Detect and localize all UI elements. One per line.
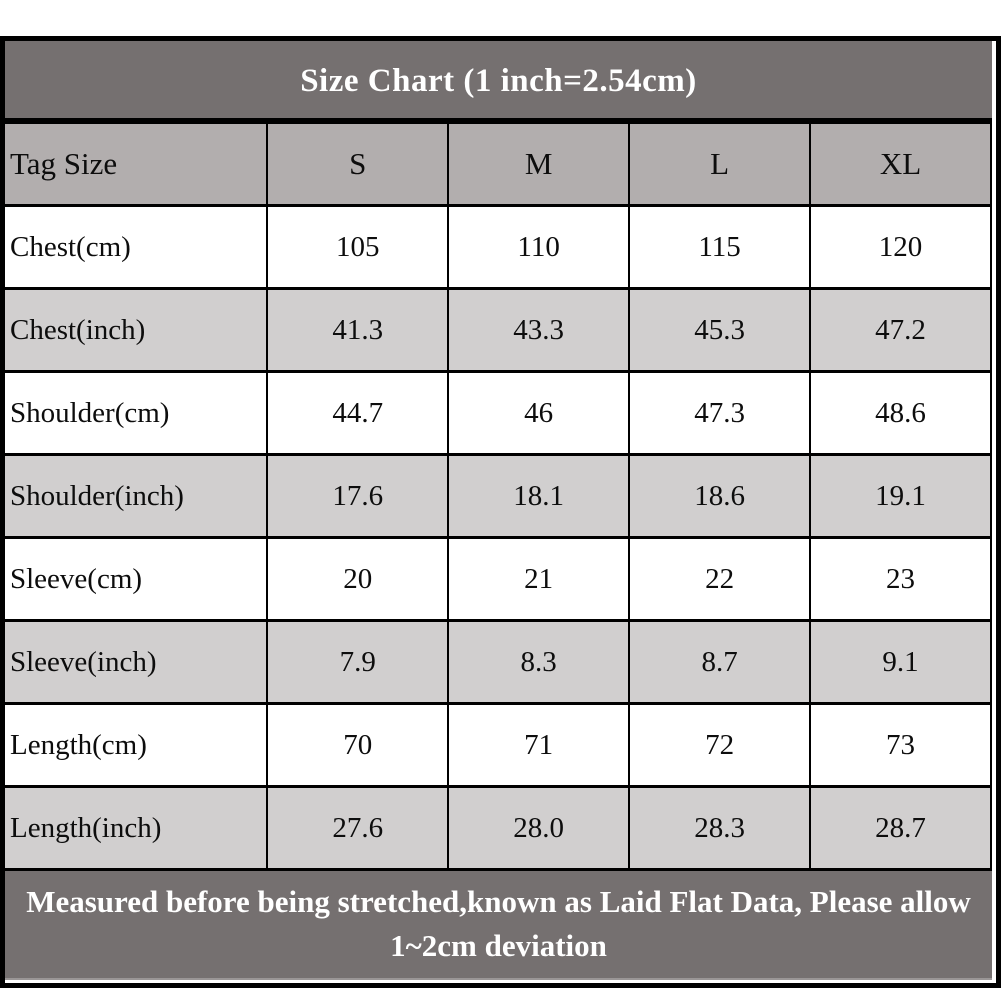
value-cell: 72 [628,702,812,788]
table-row: Chest(cm) 105 110 115 120 [5,204,992,290]
value-cell: 71 [447,702,631,788]
value-cell: 23 [809,536,992,622]
value-cell: 20 [266,536,450,622]
value-cell: 44.7 [266,370,450,456]
size-chart-inner: Size Chart (1 inch=2.54cm) Tag Size S M L XL… [5,41,996,983]
value-cell: 17.6 [266,453,450,539]
table-row: Chest(inch) 41.3 43.3 45.3 47.2 [5,287,992,373]
row-label: Chest(inch) [5,287,269,373]
size-table-body: Chest(cm) 105 110 115 120 Chest(inch) 41.3 43.3… [5,204,992,871]
size-table: Tag Size S M L XL Chest(cm) 105 110 115 120 Chest… [5,121,992,871]
value-cell: 8.3 [447,619,631,705]
row-label: Length(cm) [5,702,269,788]
row-label: Sleeve(cm) [5,536,269,622]
value-cell: 43.3 [447,287,631,373]
value-cell: 70 [266,702,450,788]
size-table-header-row: Tag Size S M L XL [5,121,992,207]
value-cell: 7.9 [266,619,450,705]
value-cell: 28.3 [628,785,812,871]
table-row: Sleeve(cm) 20 21 22 23 [5,536,992,622]
header-cell-size: XL [809,121,992,207]
value-cell: 105 [266,204,450,290]
value-cell: 9.1 [809,619,992,705]
value-cell: 28.7 [809,785,992,871]
row-label: Chest(cm) [5,204,269,290]
header-cell-size: L [628,121,812,207]
table-row: Shoulder(cm) 44.7 46 47.3 48.6 [5,370,992,456]
value-cell: 48.6 [809,370,992,456]
value-cell: 22 [628,536,812,622]
header-cell-size: S [266,121,450,207]
row-label: Shoulder(inch) [5,453,269,539]
value-cell: 73 [809,702,992,788]
value-cell: 21 [447,536,631,622]
table-row: Shoulder(inch) 17.6 18.1 18.6 19.1 [5,453,992,539]
value-cell: 47.2 [809,287,992,373]
value-cell: 41.3 [266,287,450,373]
value-cell: 120 [809,204,992,290]
measurement-note: Measured before being stretched,known as… [5,871,992,980]
table-row: Length(inch) 27.6 28.0 28.3 28.7 [5,785,992,871]
value-cell: 115 [628,204,812,290]
row-label: Sleeve(inch) [5,619,269,705]
row-label: Length(inch) [5,785,269,871]
value-cell: 46 [447,370,631,456]
table-row: Sleeve(inch) 7.9 8.3 8.7 9.1 [5,619,992,705]
value-cell: 27.6 [266,785,450,871]
value-cell: 45.3 [628,287,812,373]
value-cell: 19.1 [809,453,992,539]
value-cell: 110 [447,204,631,290]
size-chart-title: Size Chart (1 inch=2.54cm) [5,41,992,121]
header-cell-size: M [447,121,631,207]
table-row: Length(cm) 70 71 72 73 [5,702,992,788]
value-cell: 28.0 [447,785,631,871]
size-chart-card: Size Chart (1 inch=2.54cm) Tag Size S M L XL… [0,36,1001,988]
value-cell: 18.6 [628,453,812,539]
row-label: Shoulder(cm) [5,370,269,456]
value-cell: 18.1 [447,453,631,539]
header-cell-tag-size: Tag Size [5,121,269,207]
value-cell: 8.7 [628,619,812,705]
value-cell: 47.3 [628,370,812,456]
